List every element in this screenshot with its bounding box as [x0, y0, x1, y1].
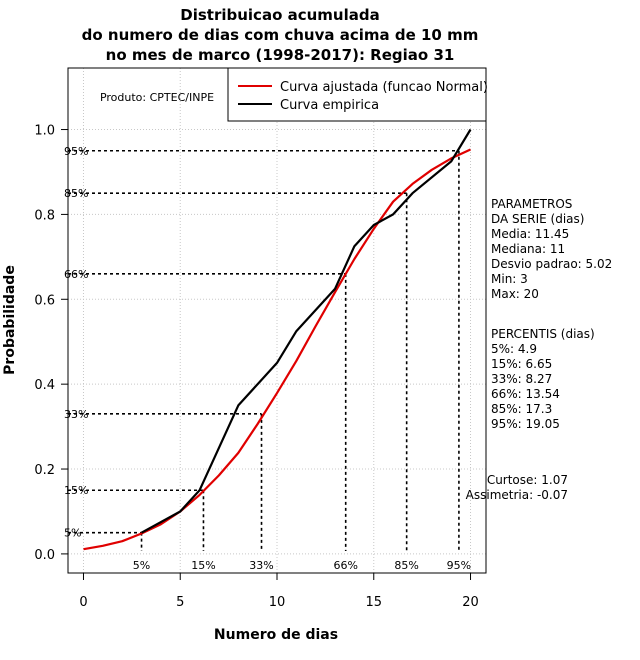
y-axis-title: Probabilidade — [2, 265, 18, 375]
percentis-line: 95%: 19.05 — [491, 417, 560, 431]
params-line: Mediana: 11 — [491, 242, 565, 256]
percentis-line: 5%: 4.9 — [491, 342, 537, 356]
y-tick-label: 0.4 — [34, 378, 55, 393]
percentile-left-label: 15% — [64, 484, 88, 497]
x-tick-label: 5 — [176, 595, 184, 610]
y-tick-label: 0.2 — [34, 463, 55, 478]
params-line: Desvio padrao: 5.02 — [491, 257, 612, 271]
shape-stat-line: Curtose: 1.07 — [487, 473, 568, 487]
percentile-bottom-label: 85% — [394, 559, 418, 572]
percentis-line: 85%: 17.3 — [491, 402, 552, 416]
chart-title-line-3: no mes de marco (1998-2017): Regiao 31 — [106, 46, 455, 64]
legend-label-empirical: Curva empirica — [280, 98, 379, 113]
legend: Curva ajustada (funcao Normal) Curva emp… — [227, 67, 488, 122]
params-line: Media: 11.45 — [491, 227, 569, 241]
chart-title-line-2: do numero de dias com chuva acima de 10 … — [82, 26, 479, 44]
percentile-left-label: 33% — [64, 408, 88, 421]
params-line: Min: 3 — [491, 272, 528, 286]
percentile-left-label: 85% — [64, 187, 88, 200]
x-tick-label: 20 — [462, 595, 479, 610]
producer-label: Produto: CPTEC/INPE — [100, 91, 214, 104]
percentile-bottom-label: 15% — [191, 559, 215, 572]
percentile-guides — [68, 149, 460, 551]
legend-label-fitted: Curva ajustada (funcao Normal) — [280, 80, 488, 95]
params-line: PARAMETROS — [491, 197, 572, 211]
params-line: DA SERIE (dias) — [491, 212, 584, 226]
params-line: Max: 20 — [491, 287, 539, 301]
percentis-line: 15%: 6.65 — [491, 357, 552, 371]
percentile-labels: 5% 5% 15% 15% 33% 33% 66% 66% 85% 85% 95% 95% — [64, 145, 471, 572]
y-tick-label: 0.6 — [34, 293, 55, 308]
percentis-line: 66%: 13.54 — [491, 387, 560, 401]
y-tick-label: 0.8 — [34, 208, 55, 223]
legend-box — [227, 67, 487, 122]
grid-lines — [68, 68, 486, 573]
percentis-line: 33%: 8.27 — [491, 372, 552, 386]
shape-stat-line: Assimetria: -0.07 — [466, 488, 568, 502]
percentis-line: PERCENTIS (dias) — [491, 327, 595, 341]
percentile-left-label: 95% — [64, 145, 88, 158]
percentile-left-label: 66% — [64, 268, 88, 281]
y-tick-label: 1.0 — [34, 124, 55, 139]
y-tick-label: 0.0 — [34, 548, 55, 563]
percentile-bottom-label: 66% — [333, 559, 357, 572]
empirical-curve — [140, 128, 472, 534]
chart-title-line-1: Distribuicao acumulada — [180, 6, 379, 24]
x-tick-label: 10 — [269, 595, 286, 610]
percentile-bottom-label: 95% — [447, 559, 471, 572]
series-layer — [83, 128, 472, 551]
percentile-bottom-label: 5% — [133, 559, 150, 572]
percentile-left-label: 5% — [64, 527, 81, 540]
x-axis-title: Numero de dias — [214, 627, 338, 643]
x-tick-label: 15 — [365, 595, 382, 610]
percentile-bottom-label: 33% — [249, 559, 273, 572]
x-tick-label: 0 — [79, 595, 87, 610]
